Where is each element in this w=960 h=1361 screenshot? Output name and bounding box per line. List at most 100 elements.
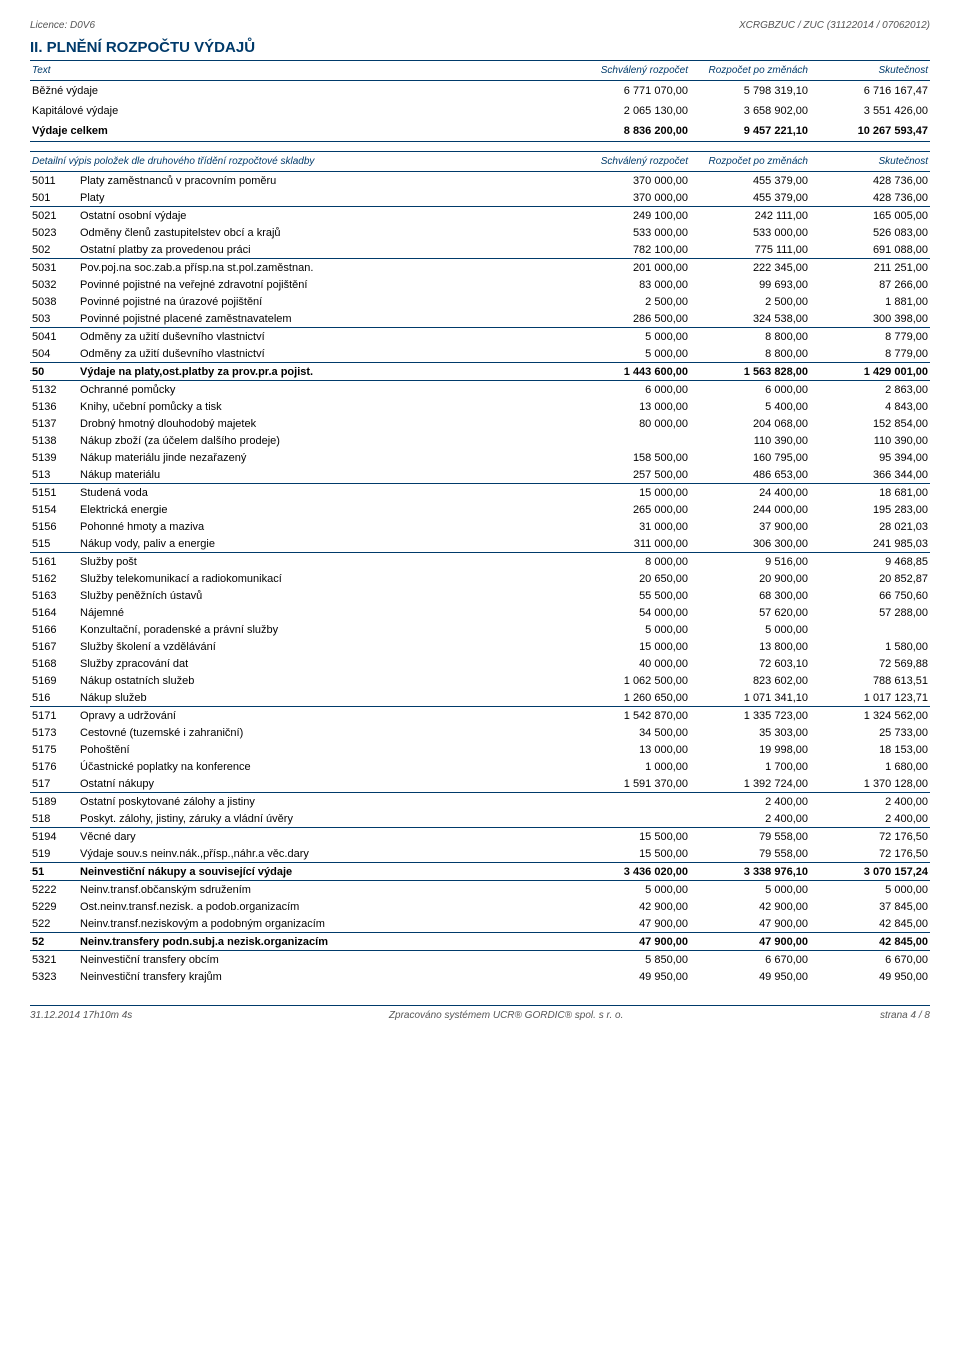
row-code: 52 (30, 933, 78, 951)
table-row: 5011Platy zaměstnanců v pracovním poměru… (30, 172, 930, 190)
row-code: 5162 (30, 570, 78, 587)
row-v3: 1 881,00 (810, 293, 930, 310)
licence-label: Licence: D0V6 (30, 20, 95, 31)
row-label: Elektrická energie (78, 501, 570, 518)
row-v2: 222 345,00 (690, 259, 810, 277)
row-label: Výdaje na platy,ost.platby za prov.pr.a … (78, 363, 570, 381)
row-v1: 20 650,00 (570, 570, 690, 587)
row-v2: 35 303,00 (690, 724, 810, 741)
table-row: 5229Ost.neinv.transf.nezisk. a podob.org… (30, 898, 930, 915)
row-v2: 72 603,10 (690, 655, 810, 672)
row-v3: 526 083,00 (810, 224, 930, 241)
column-header-row: TextSchválený rozpočetRozpočet po změnác… (30, 61, 930, 81)
row-v3: 72 176,50 (810, 828, 930, 846)
row-v2: 486 653,00 (690, 466, 810, 484)
table-row: 5151Studená voda15 000,0024 400,0018 681… (30, 484, 930, 502)
table-row: 5175Pohoštění13 000,0019 998,0018 153,00 (30, 741, 930, 758)
row-v2: 6 670,00 (690, 951, 810, 969)
row-v3: 8 779,00 (810, 345, 930, 363)
row-label: Pohonné hmoty a maziva (78, 518, 570, 535)
row-v2: 47 900,00 (690, 915, 810, 933)
row-v1: 1 542 870,00 (570, 707, 690, 725)
row-v1: 15 000,00 (570, 484, 690, 502)
row-label: Nákup materiálu jinde nezařazený (78, 449, 570, 466)
row-v3: 110 390,00 (810, 432, 930, 449)
row-v3: 1 429 001,00 (810, 363, 930, 381)
row-label: Ostatní osobní výdaje (78, 207, 570, 225)
row-v3: 4 843,00 (810, 398, 930, 415)
row-code: 5189 (30, 793, 78, 811)
row-label: Nákup služeb (78, 689, 570, 707)
table-row: 5169Nákup ostatních služeb1 062 500,0082… (30, 672, 930, 689)
table-row: 5173Cestovné (tuzemské i zahraniční)34 5… (30, 724, 930, 741)
table-row: 519Výdaje souv.s neinv.nák.,přísp.,náhr.… (30, 845, 930, 863)
row-label: Služby telekomunikací a radiokomunikací (78, 570, 570, 587)
row-v2: 2 500,00 (690, 293, 810, 310)
row-label: Poskyt. zálohy, jistiny, záruky a vládní… (78, 810, 570, 828)
row-label: Opravy a udržování (78, 707, 570, 725)
row-v2: 42 900,00 (690, 898, 810, 915)
row-code: 5229 (30, 898, 78, 915)
row-label: Pov.poj.na soc.zab.a přísp.na st.pol.zam… (78, 259, 570, 277)
row-label: Služby peněžních ústavů (78, 587, 570, 604)
row-code: 5161 (30, 553, 78, 571)
summary-v1: 2 065 130,00 (570, 101, 690, 121)
row-v1: 15 000,00 (570, 638, 690, 655)
table-row: 51Neinvestiční nákupy a související výda… (30, 863, 930, 881)
row-v3: 211 251,00 (810, 259, 930, 277)
row-v1: 3 436 020,00 (570, 863, 690, 881)
row-v2: 5 000,00 (690, 621, 810, 638)
row-label: Věcné dary (78, 828, 570, 846)
row-v1: 42 900,00 (570, 898, 690, 915)
row-v2: 5 400,00 (690, 398, 810, 415)
row-v1: 1 062 500,00 (570, 672, 690, 689)
table-row: 5154Elektrická energie265 000,00244 000,… (30, 501, 930, 518)
row-label: Služby školení a vzdělávání (78, 638, 570, 655)
row-code: 5176 (30, 758, 78, 775)
row-v1: 1 591 370,00 (570, 775, 690, 793)
row-code: 516 (30, 689, 78, 707)
table-row: 5164Nájemné54 000,0057 620,0057 288,00 (30, 604, 930, 621)
row-v3: 9 468,85 (810, 553, 930, 571)
row-code: 5167 (30, 638, 78, 655)
row-code: 5136 (30, 398, 78, 415)
row-v3: 1 017 123,71 (810, 689, 930, 707)
row-v3: 18 153,00 (810, 741, 930, 758)
summary-row: Výdaje celkem8 836 200,009 457 221,1010 … (30, 121, 930, 142)
col-approved-header: Schválený rozpočet (570, 152, 690, 172)
row-code: 5021 (30, 207, 78, 225)
row-code: 513 (30, 466, 78, 484)
row-label: Neinvestiční transfery krajům (78, 968, 570, 985)
row-v2: 8 800,00 (690, 328, 810, 346)
row-v1: 6 000,00 (570, 381, 690, 399)
spacer-row (30, 142, 930, 152)
row-code: 5169 (30, 672, 78, 689)
col-actual-header: Skutečnost (810, 61, 930, 81)
row-v2: 1 700,00 (690, 758, 810, 775)
row-v2: 6 000,00 (690, 381, 810, 399)
row-v2: 1 071 341,10 (690, 689, 810, 707)
row-v3: 366 344,00 (810, 466, 930, 484)
row-label: Nákup zboží (za účelem dalšího prodeje) (78, 432, 570, 449)
row-v1: 40 000,00 (570, 655, 690, 672)
table-row: 517Ostatní nákupy1 591 370,001 392 724,0… (30, 775, 930, 793)
row-v3: 2 400,00 (810, 793, 930, 811)
table-row: 513Nákup materiálu257 500,00486 653,0036… (30, 466, 930, 484)
table-row: 5138Nákup zboží (za účelem dalšího prode… (30, 432, 930, 449)
summary-v3: 10 267 593,47 (810, 121, 930, 142)
col-changed-header: Rozpočet po změnách (690, 152, 810, 172)
row-code: 504 (30, 345, 78, 363)
row-v3: 3 070 157,24 (810, 863, 930, 881)
summary-v2: 9 457 221,10 (690, 121, 810, 142)
table-row: 5137Drobný hmotný dlouhodobý majetek80 0… (30, 415, 930, 432)
table-row: 502Ostatní platby za provedenou práci782… (30, 241, 930, 259)
row-v2: 204 068,00 (690, 415, 810, 432)
section-title: II. PLNĚNÍ ROZPOČTU VÝDAJŮ (30, 39, 930, 56)
row-v1: 311 000,00 (570, 535, 690, 553)
table-row: 5163Služby peněžních ústavů55 500,0068 3… (30, 587, 930, 604)
row-v1: 5 000,00 (570, 621, 690, 638)
footer-page: strana 4 / 8 (880, 1010, 930, 1021)
row-code: 5154 (30, 501, 78, 518)
row-v1: 13 000,00 (570, 398, 690, 415)
row-v2: 20 900,00 (690, 570, 810, 587)
